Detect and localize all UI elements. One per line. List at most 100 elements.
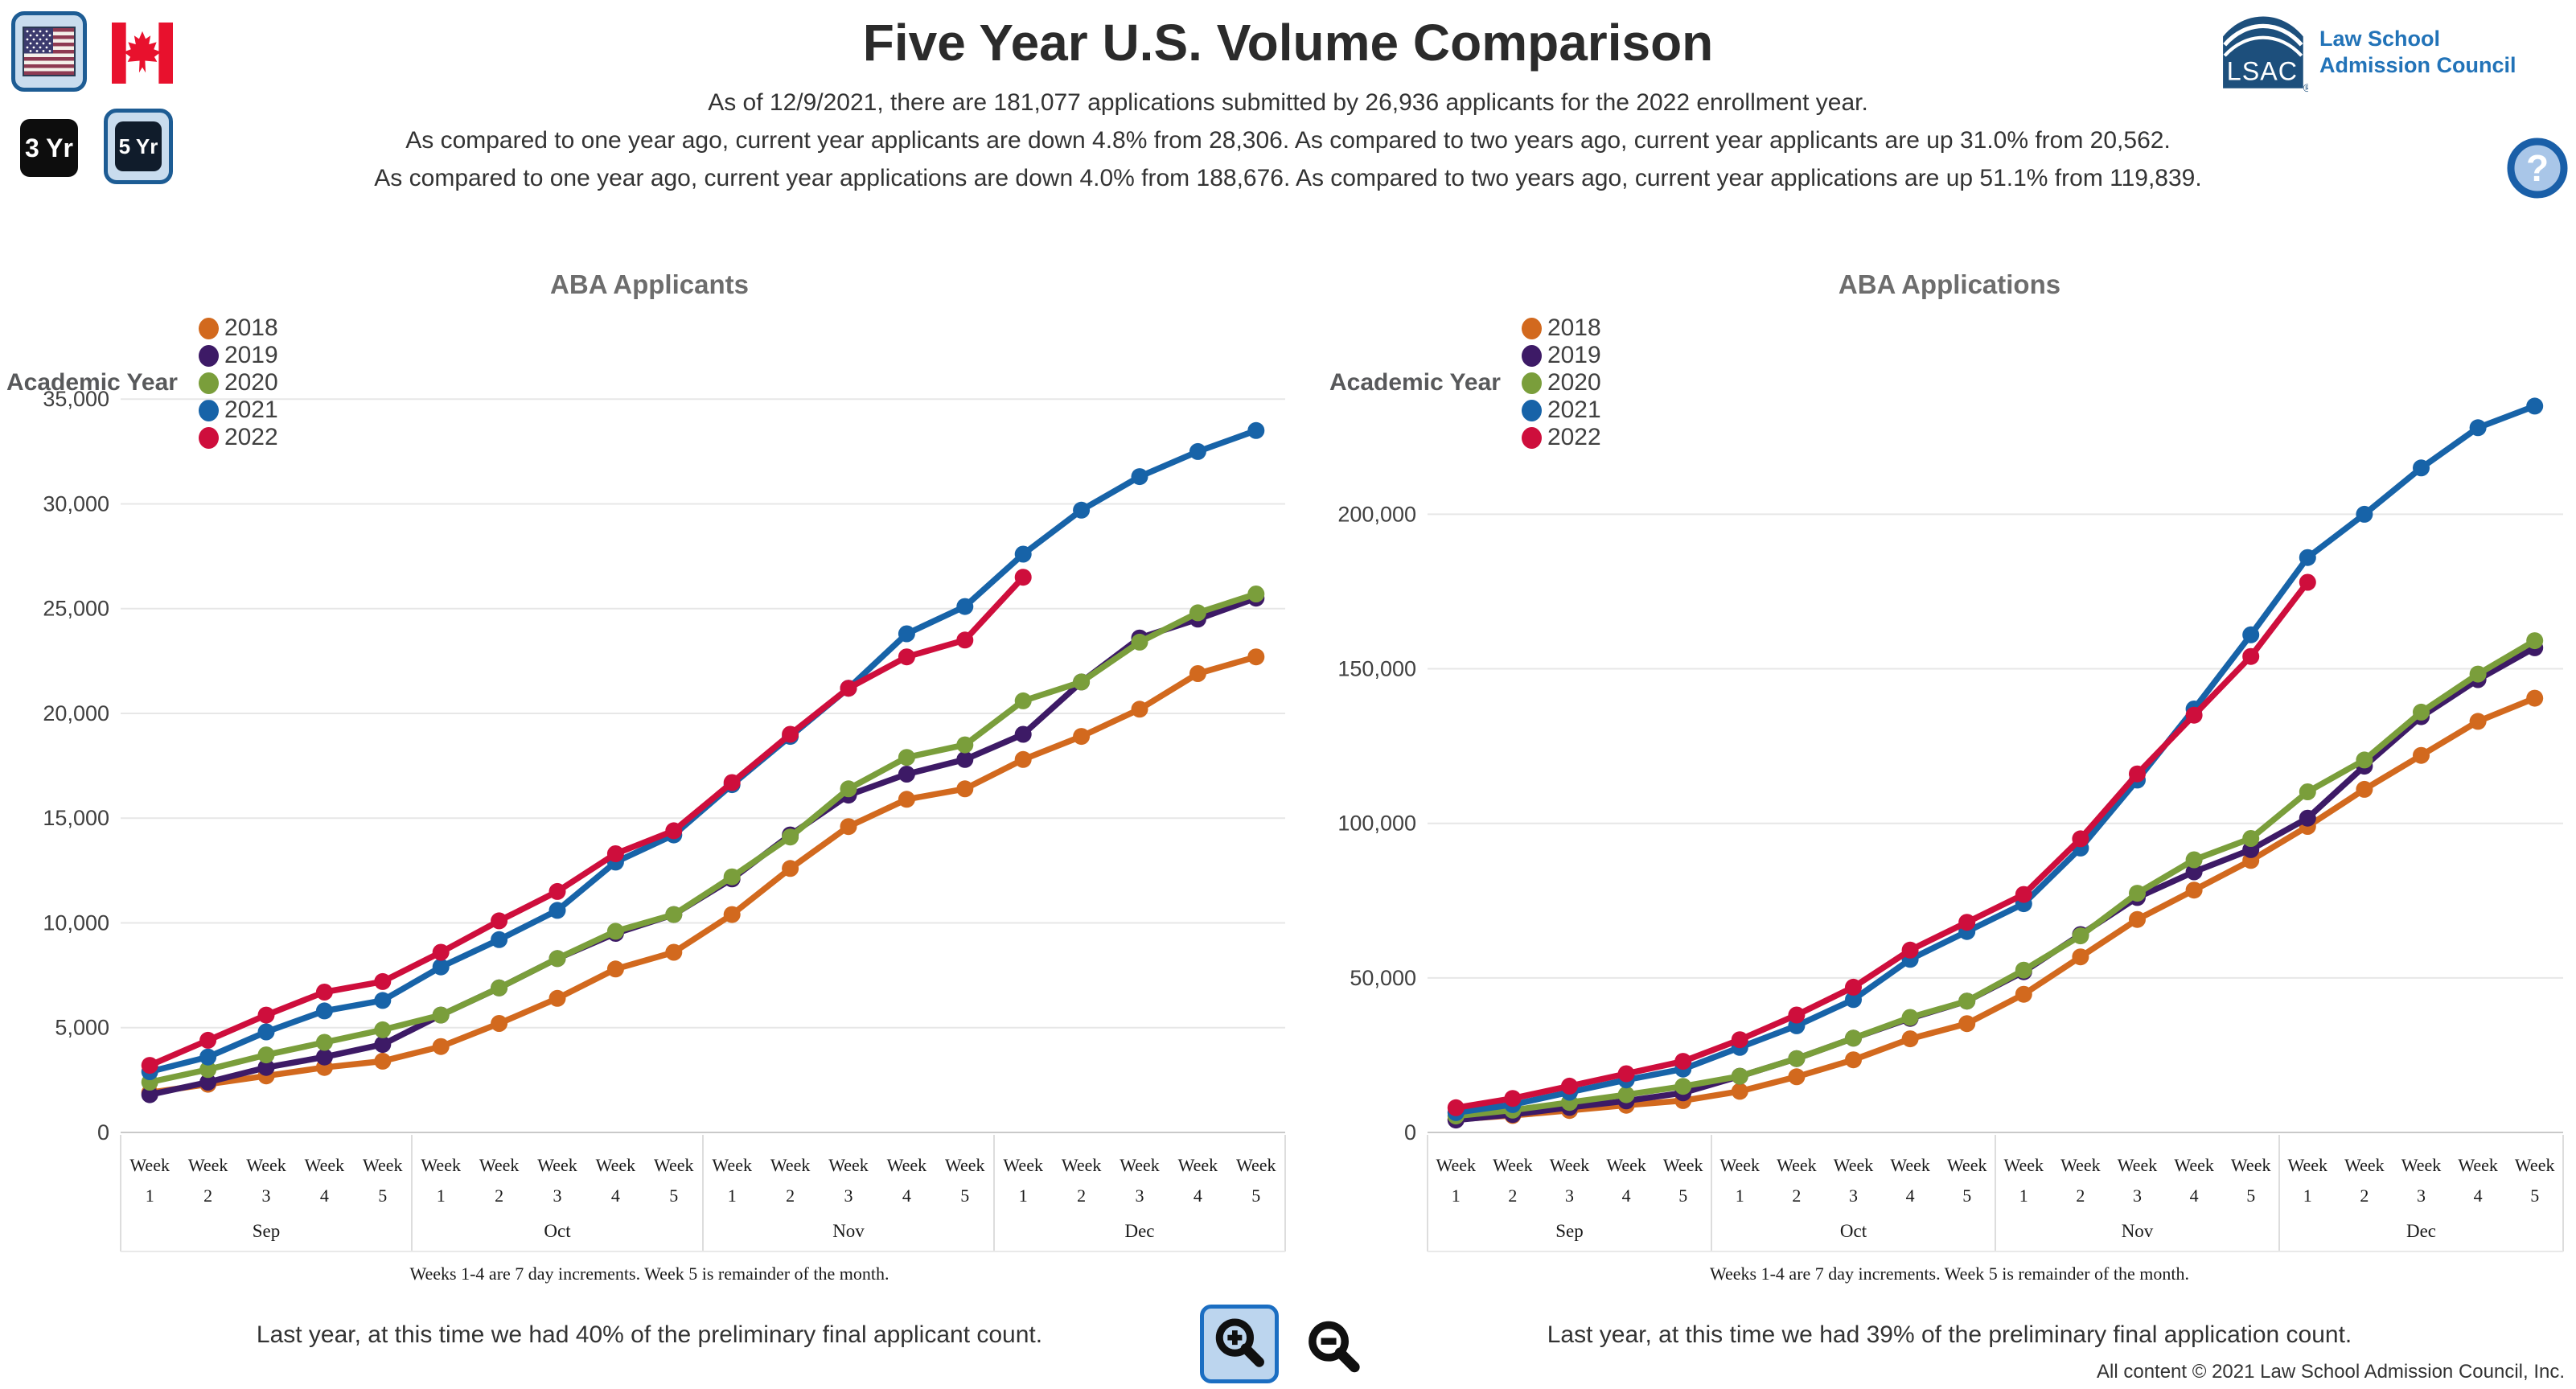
series-2022: [1447, 573, 2316, 1116]
canada-flag-icon: [112, 22, 173, 84]
data-point: [1073, 673, 1091, 691]
data-point: [374, 1036, 392, 1054]
svg-text:4: 4: [2190, 1186, 2199, 1206]
data-point: [1901, 941, 1919, 959]
legend-label: 2020: [1547, 369, 1601, 396]
applicants-chart-plot: 0 5,000 10,000 15,000 20,000 25,000 30,000 35,0…: [43, 387, 1286, 1252]
svg-text:2: 2: [203, 1186, 212, 1206]
data-point: [898, 749, 915, 766]
svg-text:200,000: 200,000: [1337, 502, 1416, 526]
svg-text:25,000: 25,000: [43, 597, 109, 621]
svg-text:50,000: 50,000: [1350, 966, 1416, 990]
data-point: [141, 1086, 158, 1103]
svg-text:Week: Week: [421, 1155, 461, 1175]
svg-text:3: 3: [553, 1186, 562, 1206]
legend-item-2020: 2020: [1521, 369, 1601, 397]
data-point: [1189, 442, 1206, 460]
legend-label: 2019: [1547, 342, 1601, 368]
svg-text:Week: Week: [1550, 1155, 1590, 1175]
data-point: [2526, 397, 2544, 415]
svg-text:100,000: 100,000: [1337, 812, 1416, 836]
lsac-logo-mark-icon: LSAC ®: [2221, 6, 2308, 93]
data-point: [2356, 505, 2373, 523]
svg-text:1: 1: [728, 1186, 737, 1206]
legend-dot: [198, 399, 219, 421]
data-point: [1014, 545, 1032, 563]
data-point: [1014, 750, 1032, 768]
data-point: [1845, 1029, 1862, 1047]
data-point: [432, 1038, 450, 1055]
canada-flag-button[interactable]: [111, 21, 174, 85]
svg-text:Week: Week: [2118, 1155, 2158, 1175]
svg-text:1: 1: [2303, 1186, 2312, 1206]
data-point: [2242, 626, 2260, 643]
subtitle-line-3: As compared to one year ago, current yea…: [374, 165, 2202, 191]
data-point: [1617, 1086, 1635, 1103]
svg-text:Week: Week: [1178, 1155, 1218, 1175]
data-point: [548, 902, 566, 919]
data-point: [1073, 728, 1091, 746]
data-point: [665, 943, 683, 961]
svg-text:Week: Week: [1062, 1155, 1102, 1175]
svg-text:3: 3: [1849, 1186, 1858, 1206]
applicants-note: Last year, at this time we had 40% of th…: [256, 1321, 1043, 1348]
data-point: [1504, 1090, 1522, 1108]
svg-text:Week: Week: [596, 1155, 636, 1175]
data-point: [1247, 586, 1265, 602]
legend-item-2021: 2021: [198, 397, 278, 424]
data-point: [1731, 1067, 1748, 1085]
data-point: [1788, 1050, 1806, 1067]
zoom-out-button[interactable]: [1296, 1311, 1370, 1385]
subtitle-line-1: As of 12/9/2021, there are 181,077 appli…: [708, 89, 1868, 116]
help-button[interactable]: ?: [2506, 137, 2569, 199]
legend-label: 2018: [224, 314, 278, 341]
data-point: [606, 845, 624, 862]
zoom-in-button[interactable]: [1200, 1305, 1279, 1383]
question-mark-icon: ?: [2506, 137, 2569, 199]
svg-text:3: 3: [262, 1186, 271, 1206]
legend-label: 2018: [1547, 314, 1601, 341]
svg-text:3: 3: [1136, 1186, 1144, 1206]
data-point: [2526, 632, 2544, 650]
three-year-button[interactable]: 3 Yr: [20, 119, 78, 177]
svg-text:2: 2: [2360, 1186, 2369, 1206]
legend-item-2019: 2019: [198, 342, 278, 369]
svg-text:Week: Week: [2344, 1155, 2385, 1175]
data-point: [606, 923, 624, 940]
svg-text:Week: Week: [2060, 1155, 2101, 1175]
data-point: [2469, 419, 2487, 437]
applicants-chart-title: ABA Applicants: [550, 269, 749, 299]
svg-text:Week: Week: [129, 1155, 170, 1175]
us-flag-button[interactable]: [11, 11, 87, 92]
svg-text:Week: Week: [770, 1155, 811, 1175]
data-point: [2185, 863, 2203, 881]
data-point: [840, 780, 857, 798]
legend-label: 2021: [1547, 397, 1601, 423]
data-point: [491, 979, 508, 997]
data-point: [956, 780, 974, 798]
svg-text:Week: Week: [887, 1155, 927, 1175]
svg-text:5: 5: [2246, 1186, 2255, 1206]
svg-text:4: 4: [902, 1186, 911, 1206]
copyright-footer: All content © 2021 Law School Admission …: [2097, 1361, 2565, 1383]
legend-label: 2022: [1547, 424, 1601, 450]
svg-text:5: 5: [1678, 1186, 1687, 1206]
applications-chart-plot: 0 50,000 100,000 150,000 200,000 Week 1 Week 2 We…: [1337, 397, 2564, 1252]
svg-text:Oct: Oct: [1840, 1221, 1867, 1241]
svg-text:1: 1: [437, 1186, 446, 1206]
legend-item-2022: 2022: [1521, 424, 1601, 451]
data-point: [1674, 1078, 1692, 1095]
svg-text:Week: Week: [1720, 1155, 1760, 1175]
svg-text:Week: Week: [1236, 1155, 1276, 1175]
svg-text:Week: Week: [1663, 1155, 1703, 1175]
data-point: [432, 943, 450, 961]
svg-text:Week: Week: [479, 1155, 520, 1175]
data-point: [2299, 573, 2316, 591]
svg-text:Week: Week: [2174, 1155, 2214, 1175]
svg-text:150,000: 150,000: [1337, 657, 1416, 681]
five-year-label: 5 Yr: [115, 121, 162, 171]
svg-text:4: 4: [1194, 1186, 1202, 1206]
five-year-button[interactable]: 5 Yr: [104, 109, 173, 184]
legend-item-2021: 2021: [1521, 397, 1601, 424]
data-point: [2185, 881, 2203, 899]
